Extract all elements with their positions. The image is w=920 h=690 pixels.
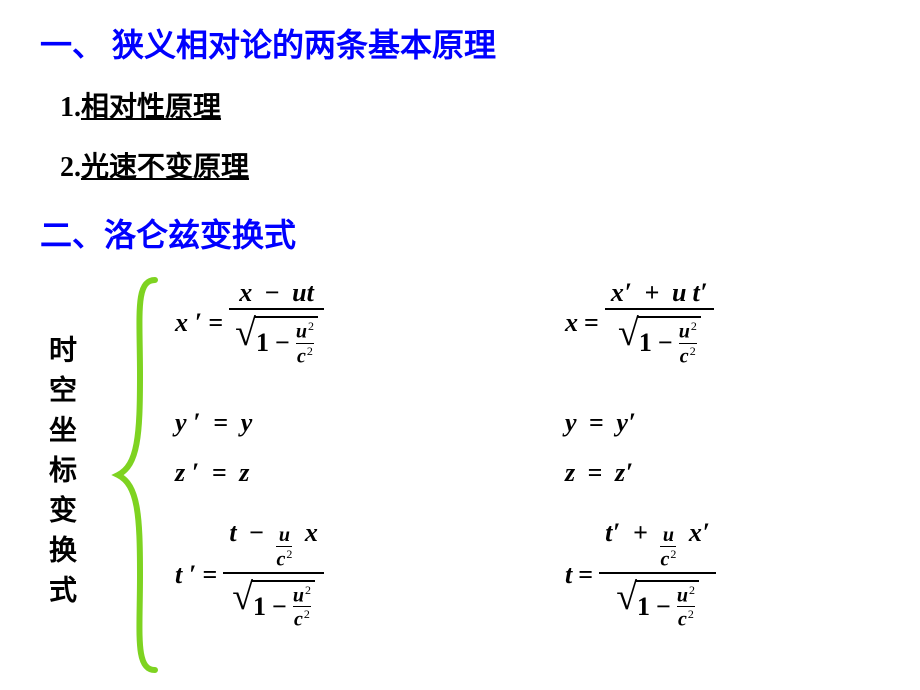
sub1-text: 相对性原理	[81, 92, 221, 123]
sub2-text: 光速不变原理	[81, 152, 249, 183]
section-1-heading: 一、 狭义相对论的两条基本原理	[40, 20, 496, 66]
subheading-1: 1.相对性原理	[60, 85, 221, 125]
subheading-2: 2.光速不变原理	[60, 145, 249, 185]
vertical-label: 时空坐标变换式	[40, 335, 80, 615]
sub2-num: 2.	[60, 152, 81, 183]
eq-x-inverse: x = x′ + ut′ √ 1 − u2 c2	[565, 280, 714, 366]
eq-y-inverse: y = y′	[565, 408, 636, 438]
eq-y-forward: y′ = y	[175, 408, 252, 438]
sub1-num: 1.	[60, 92, 81, 123]
eq-x-forward: x′ = x − ut √ 1 − u2 c2	[175, 280, 324, 366]
eq-t-inverse: t = t′ + u c2 x′ √ 1 −	[565, 520, 716, 630]
eq-t-forward: t′ = t − u c2 x √ 1 −	[175, 520, 324, 630]
section-2-heading: 二、洛仑兹变换式	[40, 210, 296, 256]
curly-brace	[110, 275, 170, 675]
eq-z-inverse: z = z′	[565, 458, 633, 488]
eq-z-forward: z′ = z	[175, 458, 249, 488]
